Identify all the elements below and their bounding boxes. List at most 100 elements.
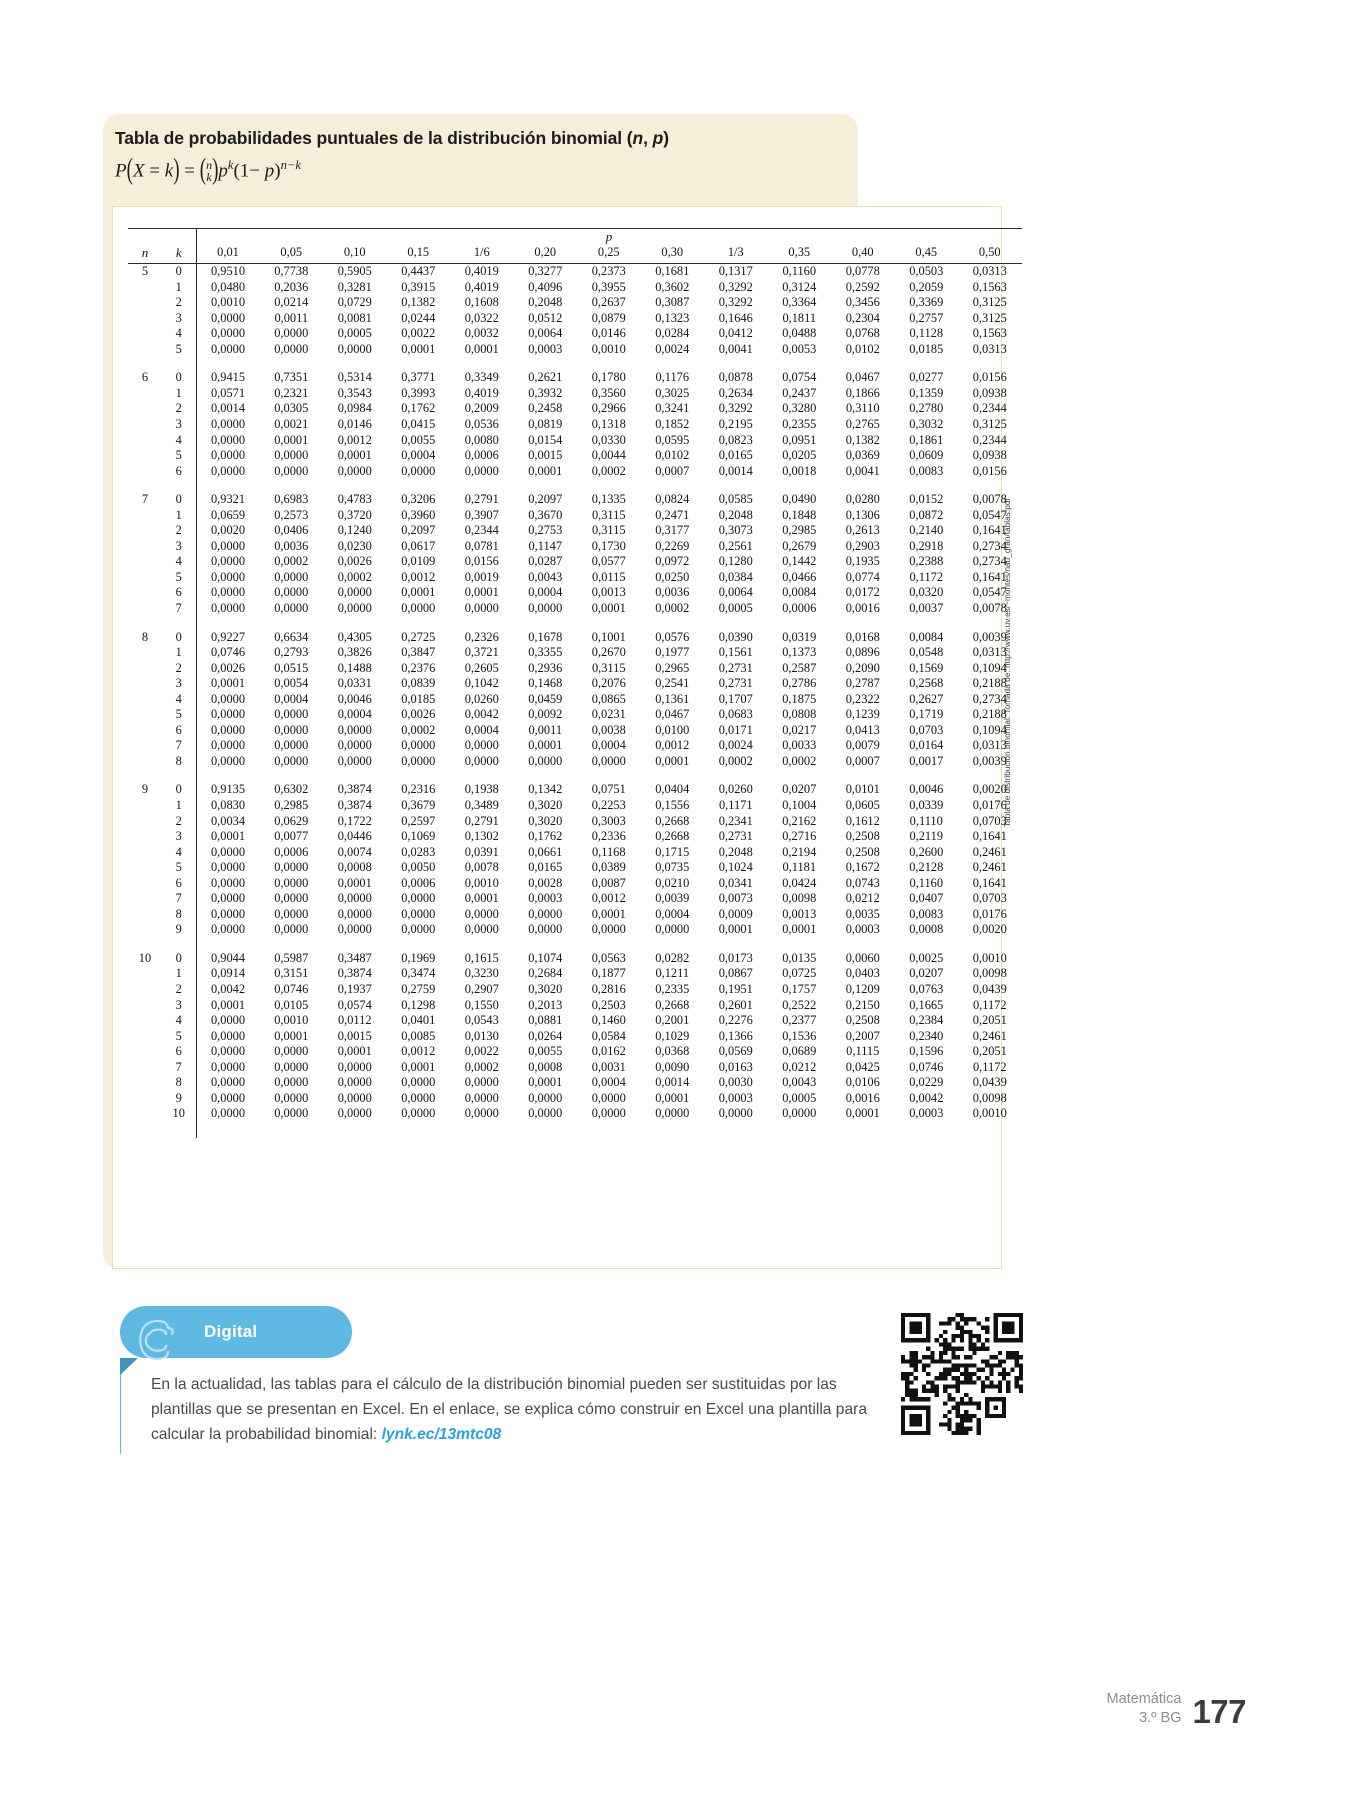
cell-value: 0,0250	[655, 569, 690, 584]
cell-value: 0,3489	[464, 798, 499, 812]
formula-exponent-k: k	[227, 158, 234, 172]
cell-k: 6	[162, 463, 197, 480]
cell-value: 0,0839	[401, 676, 436, 691]
cell-value: 0,0064	[718, 585, 753, 600]
cell-k: 2	[162, 813, 197, 830]
cell-value: 0,0055	[401, 432, 436, 447]
col-header-p-2: 0,10	[343, 245, 366, 260]
cell-value: 0,0090	[655, 1059, 690, 1074]
cell-value: 0,3349	[464, 370, 499, 385]
cell-n	[128, 1013, 162, 1029]
cell-value: 0,3281	[337, 279, 372, 294]
col-header-p-10: 0,40	[851, 245, 874, 260]
cell-value: 0,2791	[464, 492, 499, 507]
cell-value: 0,0207	[782, 782, 817, 797]
cell-value: 0,1442	[782, 554, 817, 569]
table-row: 5 0,0000 0,0000 0,0004 0,0026 0,0042 0,0092 0,0…	[128, 707, 1022, 723]
cell-k: 4	[162, 432, 197, 449]
cell-value: 0,3025	[655, 385, 690, 400]
cell-n: 5	[141, 264, 149, 279]
cell-value: 0,0006	[274, 844, 309, 859]
cell-value: 0,2384	[909, 1013, 944, 1028]
table-row: 7 0,0000 0,0000 0,0000 0,0000 0,0000 0,0000 0,0…	[128, 600, 1022, 617]
cell-value: 0,0339	[909, 798, 944, 812]
cell-value: 0,7738	[274, 264, 309, 279]
digital-paragraph: En la actualidad, las tablas para el cál…	[151, 1376, 867, 1443]
cell-value: 0,2001	[655, 1013, 690, 1028]
cell-value: 0,0041	[845, 463, 880, 478]
cell-value: 0,2918	[909, 538, 944, 553]
digital-callout: Digital En la actualidad, las tablas par…	[120, 1306, 880, 1454]
cell-value: 0,2907	[464, 982, 499, 997]
cell-n	[128, 966, 162, 982]
cell-value: 0,0313	[972, 738, 1007, 753]
cell-k: 0	[162, 782, 197, 798]
cell-value: 0,0563	[591, 950, 626, 965]
cell-n	[128, 1075, 162, 1091]
qr-code[interactable]	[901, 1313, 1023, 1435]
cell-value: 0,0003	[909, 1106, 944, 1121]
cell-value: 0,0595	[655, 432, 690, 447]
table-card	[112, 206, 1002, 1269]
cell-value: 0,0000	[464, 1090, 499, 1105]
col-header-p-4: 1/6	[473, 245, 490, 260]
table-row: 1 0,0830 0,2985 0,3874 0,3679 0,3489 0,3020 0,2…	[128, 798, 1022, 814]
cell-value: 0,1004	[782, 798, 817, 812]
cell-value: 0,0185	[401, 691, 436, 706]
cell-value: 0,2119	[909, 829, 944, 844]
cell-value: 0,1168	[591, 844, 626, 859]
cell-value: 0,0000	[210, 416, 246, 431]
cell-value: 0,1069	[401, 829, 436, 844]
table-row: 8 0,0000 0,0000 0,0000 0,0000 0,0000 0,0000 0,0…	[128, 753, 1022, 770]
cell-value: 0,0467	[655, 707, 690, 722]
formula-close-paren: )	[173, 154, 180, 187]
cell-value: 0,2090	[845, 660, 880, 675]
cell-value: 0,0000	[210, 341, 246, 356]
cell-value: 0,0000	[210, 1028, 246, 1043]
cell-k: 2	[162, 982, 197, 998]
cell-value: 0,0282	[655, 950, 690, 965]
cell-value: 0,0000	[274, 753, 309, 768]
cell-value: 0,0424	[782, 875, 817, 890]
cell-value: 0,0172	[845, 585, 880, 600]
table-header-block: Tabla de probabilidades puntuales de la …	[115, 128, 855, 187]
cell-value: 0,0085	[401, 1028, 436, 1043]
cell-value: 0,0368	[655, 1044, 690, 1059]
cell-value: 0,0010	[591, 341, 626, 356]
table-row: 8 0,0000 0,0000 0,0000 0,0000 0,0000 0,0000 0,0…	[128, 906, 1022, 923]
col-header-n: n	[141, 245, 149, 261]
cell-n	[128, 326, 162, 342]
cell-value: 0,3847	[401, 645, 436, 660]
cell-value: 0,3292	[718, 279, 753, 294]
cell-value: 0,0391	[464, 844, 499, 859]
cell-value: 0,0026	[337, 554, 372, 569]
cell-value: 0,1848	[782, 507, 817, 522]
col-header-p-12: 0,50	[978, 245, 1001, 260]
cell-value: 0,0028	[528, 875, 563, 890]
footer-page-number: 177	[1192, 1693, 1246, 1730]
digital-link[interactable]: lynk.ec/13mtc08	[381, 1426, 502, 1443]
cell-value: 0,0000	[337, 906, 372, 921]
footer-subject: Matemática	[1106, 1691, 1182, 1707]
cell-value: 0,0746	[909, 1059, 944, 1074]
cell-n	[128, 907, 162, 923]
table-p-label: p	[605, 229, 613, 244]
cell-value: 0,0002	[782, 753, 817, 768]
cell-value: 0,1176	[655, 370, 690, 385]
cell-n	[128, 1060, 162, 1076]
cell-value: 0,2461	[972, 860, 1007, 875]
cell-n	[128, 295, 162, 311]
cell-value: 0,3230	[464, 966, 499, 981]
cell-value: 0,0217	[782, 722, 817, 737]
cell-value: 0,0002	[464, 1059, 499, 1074]
formula-k: k	[164, 160, 174, 182]
digital-tab-label: Digital	[204, 1322, 258, 1341]
cell-value: 0,0729	[337, 295, 372, 310]
cell-value: 0,0000	[210, 906, 246, 921]
cell-value: 0,1280	[718, 554, 753, 569]
cell-k: 3	[162, 310, 197, 327]
cell-value: 0,2573	[274, 507, 309, 522]
cell-value: 0,0703	[972, 813, 1007, 828]
cell-value: 0,0013	[782, 906, 817, 921]
cell-value: 0,0001	[591, 906, 626, 921]
